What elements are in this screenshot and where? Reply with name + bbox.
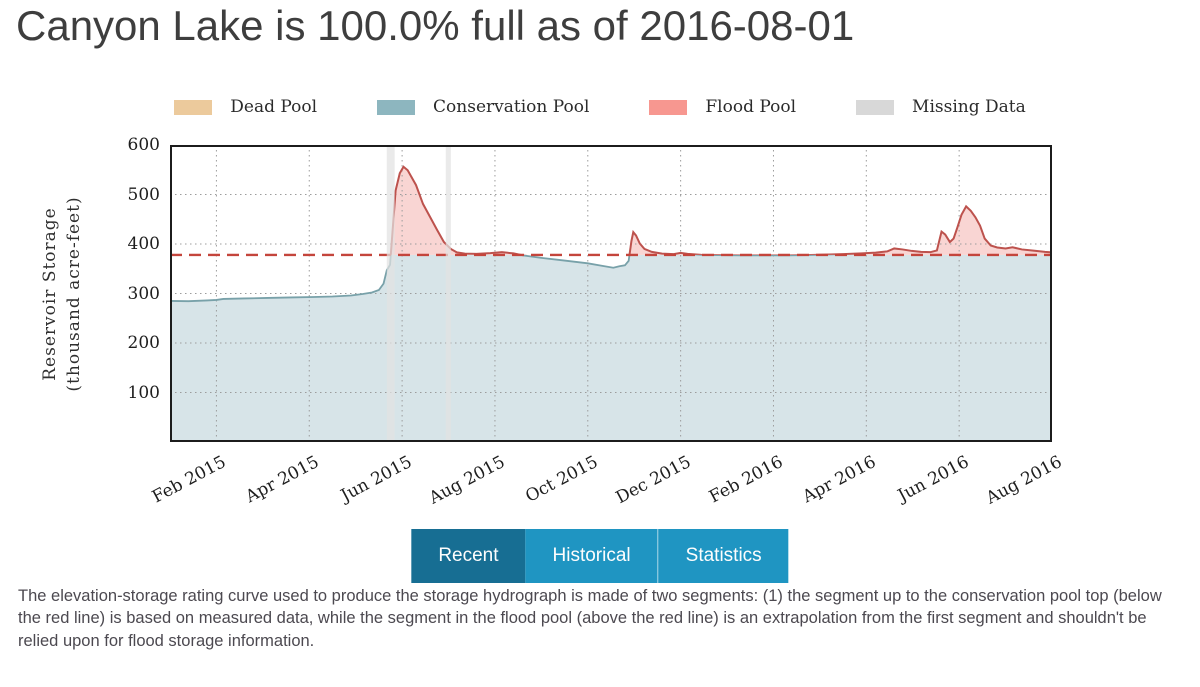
y-tick-label: 300 xyxy=(127,283,160,304)
flood-pool-area xyxy=(390,166,1052,255)
x-tick-label: Dec 2015 xyxy=(612,452,695,509)
y-tick-label: 200 xyxy=(127,333,160,353)
y-axis-title-line1: Reservoir Storage xyxy=(40,206,61,381)
storage-curve-above-line xyxy=(389,165,1052,255)
footnote: The elevation-storage rating curve used … xyxy=(18,587,1162,650)
conservation-pool-area xyxy=(170,254,1052,442)
page-title: Canyon Lake is 100.0% full as of 2016-08… xyxy=(16,2,855,49)
legend-label: Dead Pool xyxy=(230,97,318,117)
y-tick-label: 400 xyxy=(127,234,160,254)
x-tick-label: Aug 2016 xyxy=(982,452,1066,509)
dead-pool-swatch-icon xyxy=(174,99,213,115)
x-tick-label: Apr 2015 xyxy=(242,452,323,508)
legend-item-flood-pool: Flood Pool xyxy=(649,97,796,117)
x-tick-label: Feb 2016 xyxy=(706,452,787,508)
legend-item-conservation-pool: Conservation Pool xyxy=(377,97,589,117)
legend-item-missing-data: Missing Data xyxy=(856,97,1026,117)
tab-historical[interactable]: Historical xyxy=(525,529,658,583)
plot-border xyxy=(170,145,1052,442)
legend-label: Conservation Pool xyxy=(433,97,590,117)
y-axis-title: Reservoir Storage (thousand acre-feet) xyxy=(30,145,96,442)
tab-statistics[interactable]: Statistics xyxy=(657,529,789,583)
x-tick-label: Oct 2015 xyxy=(522,452,602,507)
flood-pool-swatch-icon xyxy=(649,99,688,115)
y-tick-label: 100 xyxy=(127,382,160,403)
conservation-pool-swatch-icon xyxy=(377,99,416,115)
chart-legend: Dead Pool Conservation Pool Flood Pool Miss… xyxy=(0,97,1200,117)
x-tick-label: Apr 2016 xyxy=(799,452,880,508)
storage-curve-below-line xyxy=(170,254,848,303)
x-tick-label: Feb 2015 xyxy=(149,452,230,508)
tab-recent[interactable]: Recent xyxy=(411,529,526,583)
missing-data-band xyxy=(445,145,451,442)
view-tabs: Recent Historical Statistics xyxy=(411,529,789,583)
missing-data-band xyxy=(386,145,395,442)
legend-label: Flood Pool xyxy=(705,97,797,117)
y-axis-title-line2: (thousand acre-feet) xyxy=(64,195,84,392)
y-tick-label: 600 xyxy=(127,135,160,155)
y-tick-label: 500 xyxy=(127,184,160,205)
plot-area xyxy=(170,145,1052,442)
x-tick-label: Jun 2015 xyxy=(337,452,416,506)
x-tick-label: Jun 2016 xyxy=(894,452,973,506)
missing-data-swatch-icon xyxy=(856,99,895,115)
x-tick-label: Aug 2015 xyxy=(425,452,509,509)
legend-label: Missing Data xyxy=(912,97,1026,117)
legend-item-dead-pool: Dead Pool xyxy=(174,97,317,117)
